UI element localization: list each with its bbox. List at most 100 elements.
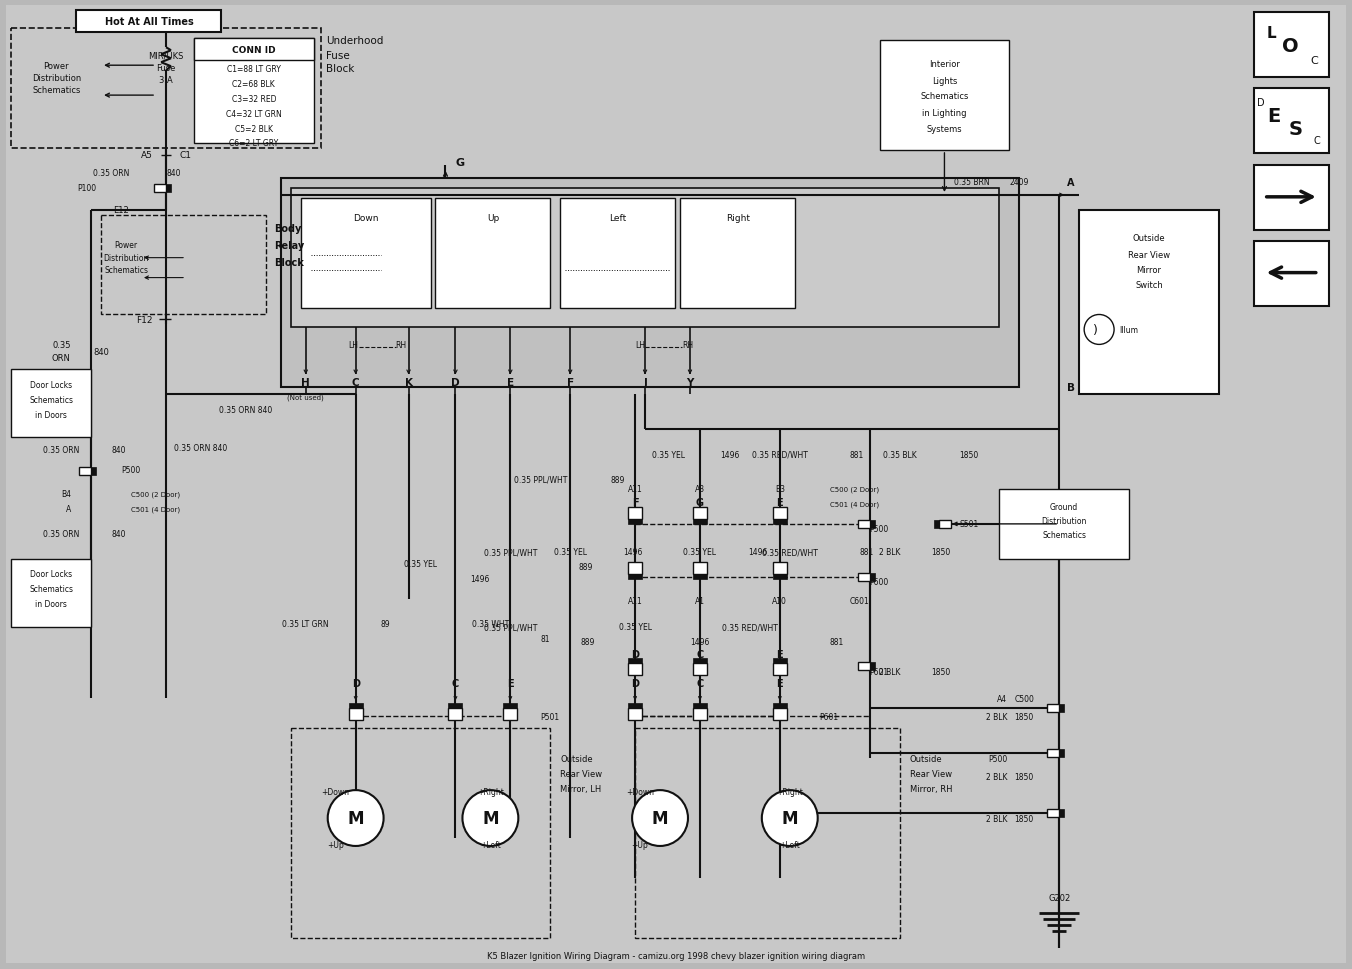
- Text: Power: Power: [115, 241, 138, 250]
- Text: 2409: 2409: [1010, 178, 1029, 187]
- Bar: [773, 508, 787, 519]
- Bar: [435, 199, 550, 308]
- Text: M: M: [652, 809, 668, 828]
- Text: C500 (2 Door): C500 (2 Door): [830, 486, 879, 492]
- Text: Fuse: Fuse: [326, 51, 349, 61]
- Text: Door Locks: Door Locks: [30, 570, 73, 578]
- Text: Up: Up: [487, 214, 499, 223]
- Text: E: E: [1267, 107, 1280, 125]
- Text: A: A: [66, 505, 72, 514]
- Text: 0.35 PPL/WHT: 0.35 PPL/WHT: [484, 622, 537, 632]
- Text: B3: B3: [775, 485, 784, 494]
- Text: C6=2 LT GRY: C6=2 LT GRY: [230, 140, 279, 148]
- Text: 1850: 1850: [960, 451, 979, 459]
- Bar: [934, 520, 940, 528]
- Text: Mirror, RH: Mirror, RH: [910, 784, 952, 793]
- Text: C3=32 RED: C3=32 RED: [231, 95, 276, 104]
- Text: 1496: 1496: [623, 547, 642, 557]
- Text: 1496: 1496: [470, 575, 489, 583]
- Text: Distribution: Distribution: [104, 254, 149, 263]
- Text: Mirror: Mirror: [1137, 266, 1161, 275]
- Bar: [101, 215, 266, 315]
- Text: G: G: [696, 497, 704, 508]
- Bar: [349, 708, 362, 721]
- Text: Block: Block: [326, 64, 354, 74]
- Text: M: M: [347, 809, 364, 828]
- Bar: [629, 664, 642, 675]
- Circle shape: [761, 791, 818, 846]
- Text: D: D: [631, 649, 639, 659]
- Text: H: H: [301, 378, 310, 388]
- Text: +Down: +Down: [626, 787, 654, 796]
- Text: A1: A1: [695, 597, 704, 606]
- Bar: [694, 703, 707, 708]
- Text: Systems: Systems: [926, 124, 963, 134]
- Bar: [680, 199, 795, 308]
- Bar: [166, 185, 172, 193]
- Text: Body: Body: [274, 224, 301, 234]
- Bar: [694, 708, 707, 721]
- Text: Schematics: Schematics: [30, 395, 73, 404]
- Text: P601: P601: [869, 668, 888, 676]
- Text: Outside: Outside: [1133, 234, 1165, 243]
- Bar: [193, 39, 314, 143]
- Text: Illum: Illum: [1119, 326, 1138, 334]
- Text: B4: B4: [61, 490, 72, 499]
- Text: RH: RH: [396, 340, 407, 350]
- Text: Block: Block: [274, 258, 304, 267]
- Text: 1496: 1496: [719, 451, 740, 459]
- Text: C: C: [1314, 136, 1321, 146]
- Text: +Up: +Up: [327, 840, 343, 850]
- Bar: [869, 520, 875, 528]
- Text: F12: F12: [137, 316, 153, 325]
- Text: C501 (4 Door): C501 (4 Door): [131, 506, 180, 513]
- Text: A: A: [1067, 177, 1075, 188]
- Bar: [503, 703, 518, 708]
- Text: 0.35 RED/WHT: 0.35 RED/WHT: [722, 622, 777, 632]
- Bar: [694, 664, 707, 675]
- Text: Lights: Lights: [932, 77, 957, 85]
- Circle shape: [462, 791, 518, 846]
- Bar: [76, 12, 220, 33]
- Bar: [773, 575, 787, 579]
- Text: 889: 889: [580, 638, 595, 646]
- Text: 840: 840: [166, 170, 181, 178]
- Text: +Right: +Right: [477, 787, 504, 796]
- Text: +Left: +Left: [480, 840, 500, 850]
- Text: 0.35 ORN: 0.35 ORN: [43, 445, 80, 454]
- Bar: [694, 562, 707, 575]
- Bar: [449, 703, 462, 708]
- Text: 840: 840: [111, 445, 126, 454]
- Text: 0.35 YEL: 0.35 YEL: [554, 547, 587, 557]
- Text: Rear View: Rear View: [560, 768, 603, 778]
- Text: A11: A11: [627, 485, 642, 494]
- Text: 81: 81: [541, 635, 550, 643]
- Text: in Lighting: in Lighting: [922, 109, 967, 117]
- Bar: [773, 708, 787, 721]
- Bar: [857, 663, 869, 671]
- Bar: [629, 508, 642, 519]
- Bar: [869, 573, 875, 581]
- Bar: [857, 520, 869, 528]
- Bar: [694, 659, 707, 664]
- Text: ): ): [1092, 324, 1098, 336]
- Bar: [999, 489, 1129, 559]
- Text: Fuse: Fuse: [157, 64, 176, 73]
- Text: Rear View: Rear View: [1128, 251, 1169, 260]
- Text: 2 BLK: 2 BLK: [986, 712, 1007, 721]
- Bar: [1048, 809, 1059, 817]
- Bar: [629, 703, 642, 708]
- Text: 0.35 YEL: 0.35 YEL: [619, 622, 652, 632]
- Text: S: S: [1288, 119, 1303, 139]
- Text: +Right: +Right: [776, 787, 803, 796]
- Text: Mirror, LH: Mirror, LH: [560, 784, 602, 793]
- Text: Distribution: Distribution: [1041, 516, 1087, 526]
- Bar: [91, 468, 96, 476]
- Text: C601: C601: [849, 597, 869, 606]
- Text: E12: E12: [114, 206, 130, 215]
- Text: ORN: ORN: [51, 354, 70, 362]
- Bar: [1079, 210, 1220, 394]
- Text: 840: 840: [111, 530, 126, 539]
- Text: 0.35 LT GRN: 0.35 LT GRN: [283, 619, 329, 629]
- Bar: [11, 559, 91, 627]
